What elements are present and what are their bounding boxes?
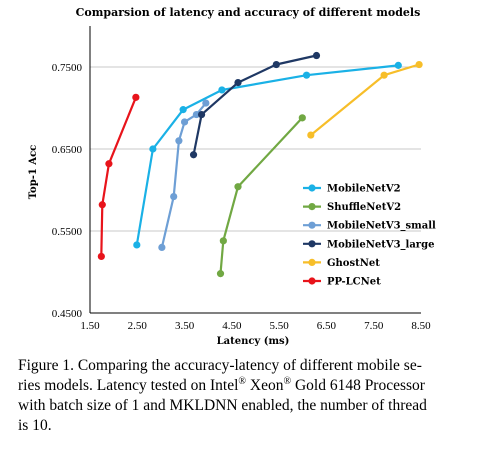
data-point-mobilenetv3-large bbox=[272, 60, 280, 69]
y-tick-label: 0.4500 bbox=[52, 308, 83, 320]
legend-item-mobilenetv2: MobileNetV2 bbox=[303, 184, 401, 195]
data-point-ghostnet bbox=[307, 131, 315, 139]
chart-title: Comparsion of latency and accuracy of di… bbox=[76, 6, 421, 19]
x-tick-label: 5.50 bbox=[270, 320, 290, 332]
axes bbox=[89, 26, 421, 314]
x-tick-label: 8.50 bbox=[411, 320, 431, 332]
data-point-mobilenetv2 bbox=[302, 71, 311, 79]
caption-line-1: Figure 1. Comparing the accuracy-latency… bbox=[18, 357, 422, 374]
series-line-mobilenetv2 bbox=[135, 64, 399, 246]
data-point-pp-lcnet bbox=[105, 160, 113, 168]
legend-label: ShuffleNetV2 bbox=[327, 202, 401, 213]
data-point-mobilenetv3-small bbox=[192, 110, 200, 119]
data-point-shufflenetv2 bbox=[216, 270, 225, 278]
data-point-shufflenetv2 bbox=[219, 237, 227, 245]
data-point-mobilenetv2 bbox=[133, 241, 141, 249]
series-mobilenetv3-small bbox=[158, 99, 210, 251]
series-group bbox=[97, 51, 423, 278]
x-tick-label: 1.50 bbox=[80, 320, 100, 332]
legend-item-pp-lcnet: PP-LCNet bbox=[303, 277, 381, 288]
legend-label: MobileNetV3_small bbox=[327, 221, 436, 232]
series-line-mobilenetv3-large bbox=[192, 54, 317, 155]
series-shufflenetv2 bbox=[216, 114, 306, 278]
data-point-shufflenetv2 bbox=[234, 183, 242, 191]
series-mobilenetv2 bbox=[133, 61, 402, 249]
data-point-mobilenetv3-large bbox=[234, 78, 242, 87]
caption-line-3: with batch size of 1 and MKLDNN enabled,… bbox=[18, 397, 427, 414]
legend-swatch-marker bbox=[308, 203, 316, 211]
y-tick-label: 0.6500 bbox=[52, 144, 83, 156]
data-point-mobilenetv3-large bbox=[312, 51, 321, 60]
data-point-mobilenetv3-large bbox=[197, 110, 206, 119]
caption-line-4: is 10. bbox=[18, 417, 52, 434]
latency-accuracy-chart: Comparsion of latency and accuracy of di… bbox=[28, 6, 436, 347]
legend-swatch-marker bbox=[308, 184, 316, 192]
x-tick-label: 6.50 bbox=[317, 320, 337, 332]
caption-processor: Gold 6148 Processor bbox=[291, 377, 425, 394]
data-point-shufflenetv2 bbox=[298, 114, 306, 122]
legend-swatch-marker bbox=[308, 277, 316, 285]
series-line-pp-lcnet bbox=[100, 96, 137, 257]
caption-xeon: Xeon bbox=[246, 377, 284, 394]
data-point-mobilenetv3-small bbox=[158, 243, 166, 251]
registered-mark: ® bbox=[283, 375, 292, 387]
registered-mark: ® bbox=[238, 375, 246, 387]
legend-item-ghostnet: GhostNet bbox=[303, 258, 380, 269]
series-pp-lcnet bbox=[97, 93, 140, 261]
legend-label: MobileNetV3_large bbox=[327, 239, 434, 250]
data-point-ghostnet bbox=[380, 71, 388, 79]
legend-swatch-marker bbox=[308, 240, 316, 248]
data-point-ghostnet bbox=[415, 60, 423, 69]
data-point-mobilenetv2 bbox=[149, 145, 157, 153]
data-point-pp-lcnet bbox=[98, 201, 106, 209]
legend-item-mobilenetv3-small: MobileNetV3_small bbox=[303, 221, 436, 232]
data-point-mobilenetv3-small bbox=[175, 137, 183, 145]
y-axis-label: Top-1 Acc bbox=[28, 145, 39, 199]
data-point-mobilenetv3-small bbox=[170, 192, 178, 201]
data-point-mobilenetv2 bbox=[218, 86, 226, 94]
legend: MobileNetV2 ShuffleNetV2 MobileNetV3_small… bbox=[303, 184, 436, 288]
data-point-mobilenetv3-large bbox=[189, 151, 198, 159]
data-point-mobilenetv2 bbox=[179, 106, 187, 114]
legend-item-shufflenetv2: ShuffleNetV2 bbox=[303, 202, 401, 213]
data-point-pp-lcnet bbox=[97, 252, 105, 261]
legend-label: PP-LCNet bbox=[327, 277, 381, 288]
data-point-mobilenetv3-small bbox=[202, 99, 210, 107]
x-tick-label: 2.50 bbox=[128, 320, 148, 332]
data-point-pp-lcnet bbox=[132, 93, 140, 101]
x-axis-label: Latency (ms) bbox=[217, 336, 290, 347]
figure-caption: Figure 1. Comparing the accuracy-latency… bbox=[18, 356, 488, 436]
legend-label: GhostNet bbox=[327, 258, 380, 269]
legend-item-mobilenetv3-large: MobileNetV3_large bbox=[303, 239, 434, 250]
legend-swatch-marker bbox=[308, 221, 316, 229]
legend-label: MobileNetV2 bbox=[327, 184, 401, 195]
series-ghostnet bbox=[307, 60, 423, 139]
tick-labels: 1.50 2.50 3.50 4.50 5.50 6.50 7.50 8.50 0.4500 0.… bbox=[52, 62, 431, 332]
series-line-shufflenetv2 bbox=[219, 117, 304, 274]
data-point-mobilenetv2 bbox=[394, 61, 402, 69]
series-line-ghostnet bbox=[310, 63, 420, 136]
legend-swatch-marker bbox=[308, 258, 316, 266]
x-tick-label: 4.50 bbox=[222, 320, 242, 332]
caption-line-2: ries models. Latency tested on Intel bbox=[18, 377, 239, 394]
y-tick-label: 0.5500 bbox=[52, 226, 83, 238]
x-tick-label: 7.50 bbox=[364, 320, 384, 332]
series-mobilenetv3-large bbox=[189, 51, 321, 159]
y-tick-label: 0.7500 bbox=[52, 62, 83, 74]
x-tick-label: 3.50 bbox=[175, 320, 195, 332]
gridlines bbox=[90, 66, 421, 232]
data-point-mobilenetv3-small bbox=[180, 118, 189, 126]
